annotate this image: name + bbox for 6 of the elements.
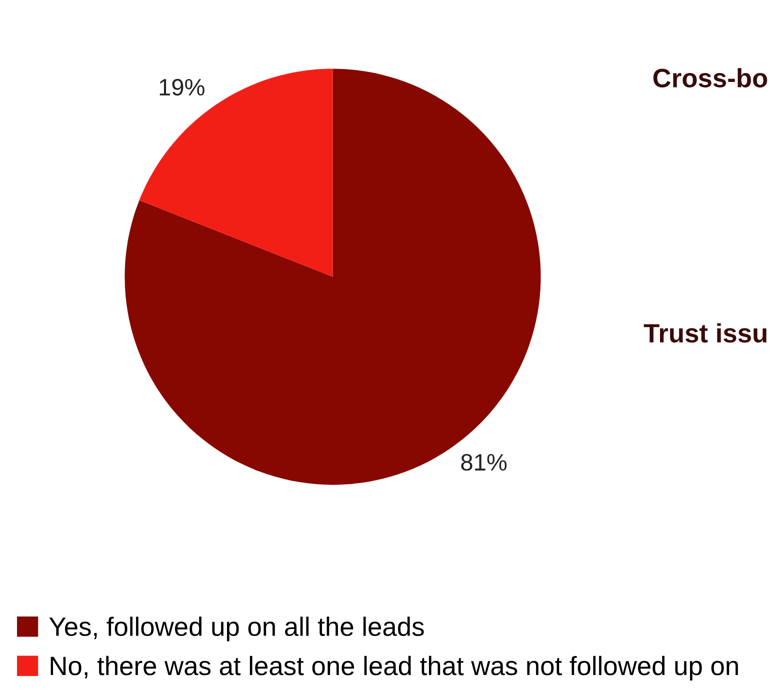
data-label: 81%: [461, 454, 507, 471]
legend-label: No, there was at least one lead that was not followed up on: [50, 656, 738, 681]
data-label: 19%: [160, 78, 204, 96]
text: Trust issu: [644, 323, 766, 343]
legend-label: Yes, followed up on all the leads: [49, 616, 424, 642]
text: Cross-bo: [653, 68, 768, 88]
